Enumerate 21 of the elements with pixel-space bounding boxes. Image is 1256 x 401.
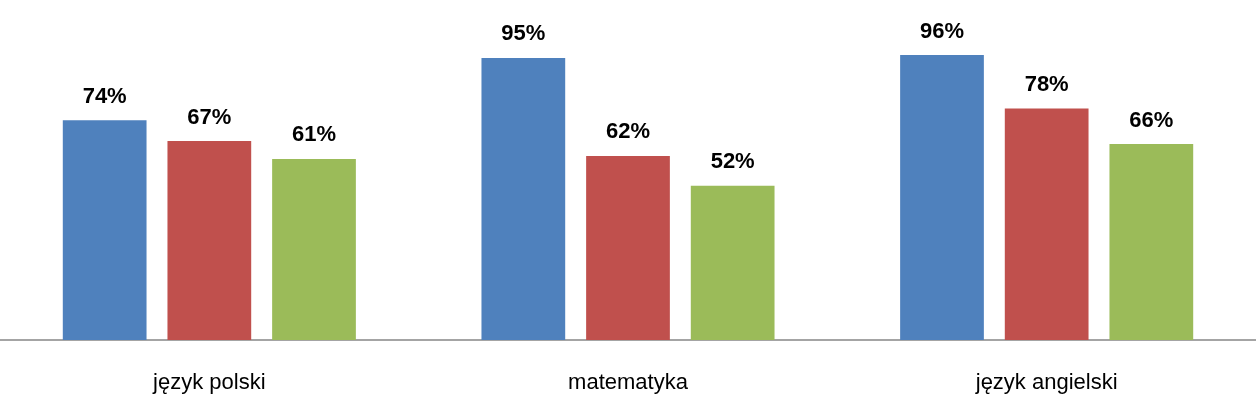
data-label: 78% [1024,70,1069,96]
bar [62,120,147,340]
bar [586,155,670,340]
bar [690,185,775,340]
data-label: 67% [187,103,232,129]
data-label: 96% [919,17,965,43]
data-label: 95% [501,20,546,46]
data-label: 74% [82,82,127,108]
data-label: 62% [605,118,651,144]
x-tick-label: język angielski [974,368,1118,394]
bar [1109,144,1194,340]
data-label: 66% [1129,106,1174,132]
data-label: 61% [291,121,337,147]
data-label: 52% [710,148,755,174]
bar [900,55,984,340]
x-tick-label: matematyka [568,368,689,394]
bar [481,57,566,340]
x-tick-label: język polski [152,368,266,394]
bar [1004,108,1089,340]
bar [167,141,252,340]
bar [272,158,356,340]
